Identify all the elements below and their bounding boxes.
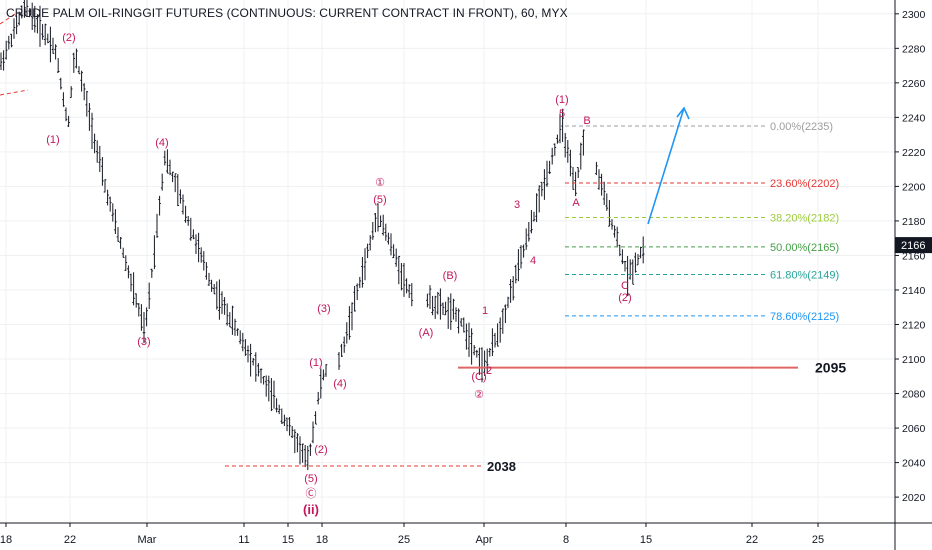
- trend-line-stub: [0, 89, 29, 96]
- y-tick-label: 2100: [902, 354, 926, 366]
- y-tick-label: 2180: [902, 216, 926, 228]
- x-tick-label: 25: [812, 534, 824, 546]
- wave-label: (C): [471, 371, 486, 383]
- y-tick-label: 2240: [902, 112, 926, 124]
- wave-label: (5): [304, 473, 317, 485]
- wave-label: (ii): [303, 502, 319, 517]
- wave-label: ②: [474, 389, 484, 401]
- wave-label: (A): [419, 327, 434, 339]
- fib-level-label: 78.60%(2125): [770, 311, 839, 323]
- wave-label: B: [583, 115, 590, 127]
- fib-level-label: 38.20%(2182): [770, 212, 839, 224]
- wave-label: (3): [317, 303, 330, 315]
- projection-arrow-head: [676, 106, 690, 120]
- y-tick-label: 2260: [902, 78, 926, 90]
- wave-label: 2: [486, 365, 492, 377]
- x-tick-label: 11: [238, 534, 249, 546]
- projection-arrow: [647, 107, 685, 225]
- wave-label: (2): [62, 32, 75, 44]
- wave-label: 1: [482, 305, 488, 317]
- last-price-label: 2166: [901, 240, 925, 252]
- wave-label: (4): [155, 137, 168, 149]
- y-tick-label: 2060: [902, 423, 926, 435]
- y-tick-label: 2080: [902, 389, 926, 401]
- x-tick-label: 18: [316, 534, 328, 546]
- fib-level-label: 23.60%(2202): [770, 178, 839, 190]
- wave-label: (2): [618, 292, 631, 304]
- x-tick-label: 8: [563, 534, 569, 546]
- wave-label: Ⓒ: [306, 487, 317, 500]
- wave-label: (1): [309, 357, 322, 369]
- x-tick-label: Apr: [475, 534, 492, 546]
- y-tick-label: 2160: [902, 250, 926, 262]
- x-tick-label: 15: [640, 534, 652, 546]
- wave-label: (3): [137, 336, 150, 348]
- x-tick-label: Mar: [138, 534, 157, 546]
- y-tick-label: 2280: [902, 43, 926, 55]
- wave-label: ①: [375, 177, 385, 189]
- wave-label: (5): [373, 194, 386, 206]
- wave-label: C: [621, 280, 629, 292]
- y-tick-label: 2120: [902, 320, 926, 332]
- y-tick-label: 2040: [902, 458, 926, 470]
- y-tick-label: 2020: [902, 492, 926, 504]
- y-tick-label: 2220: [902, 147, 926, 159]
- trend-line-stub: [0, 11, 19, 25]
- fib-level-label: 61.80%(2149): [770, 269, 839, 281]
- wave-label: A: [572, 197, 580, 209]
- wave-label: (2): [314, 444, 327, 456]
- x-tick-label: 15: [282, 534, 294, 546]
- y-tick-label: 2200: [902, 181, 926, 193]
- chart-title: CRUDE PALM OIL-RINGGIT FUTURES (CONTINUO…: [6, 6, 568, 20]
- last-price-tag: [895, 237, 932, 254]
- low-level-label: 2038: [487, 459, 516, 474]
- wave-label: 4: [530, 255, 536, 267]
- wave-label: (1): [555, 94, 568, 106]
- x-tick-label: 25: [398, 534, 410, 546]
- wave-label: 5: [559, 108, 565, 120]
- y-tick-label: 2300: [902, 9, 926, 21]
- x-tick-label: 22: [64, 534, 76, 546]
- wave-label: 3: [514, 199, 520, 211]
- fib-level-label: 50.00%(2165): [770, 242, 839, 254]
- support-label: 2095: [815, 360, 846, 376]
- fib-level-label: 0.00%(2235): [770, 121, 833, 133]
- wave-label: (B): [443, 270, 458, 282]
- y-tick-label: 2140: [902, 285, 926, 297]
- x-tick-label: 22: [746, 534, 758, 546]
- wave-label: (1): [46, 134, 59, 146]
- wave-label: (4): [333, 378, 346, 390]
- x-tick-label: 18: [0, 534, 12, 546]
